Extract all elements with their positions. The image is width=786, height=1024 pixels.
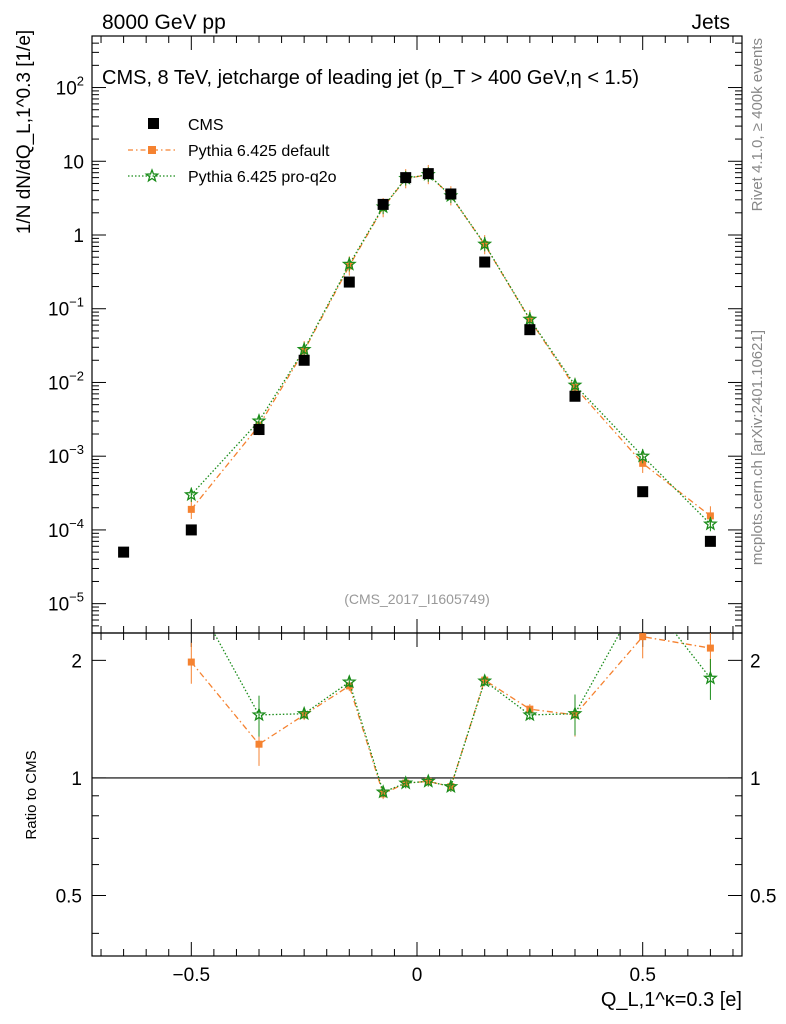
legend: CMS Pythia 6.425 default Pythia 6.425 pr… — [128, 117, 337, 186]
pythia-6-425-default-point — [187, 505, 195, 513]
pythia-6-425-default-ratio-point — [639, 633, 647, 641]
watermark: (CMS_2017_I1605749) — [344, 591, 490, 607]
pythia-6-425-pro-q2o-ratio-point — [637, 586, 648, 597]
y-tick-label: 10−3 — [48, 442, 84, 468]
legend-cms-label: CMS — [188, 117, 224, 134]
pythia-6-425-pro-q2o-ratio-point — [375, 784, 391, 799]
legend-entry-pythia-default: Pythia 6.425 default — [128, 143, 330, 160]
cms-data-point — [422, 168, 434, 180]
legend-entry-pythia-pro-q2o: Pythia 6.425 pro-q2o — [128, 168, 337, 186]
ratio-y-axis-label: Ratio to CMS — [23, 750, 40, 839]
legend-proq2o-marker — [144, 168, 160, 183]
x-tick-label: −0.5 — [173, 965, 211, 986]
x-tick-label: 0 — [412, 965, 423, 986]
y-tick-label: 10−4 — [48, 516, 84, 542]
pythia-6-425-pro-q2o-point — [183, 486, 199, 502]
cms-data-point — [637, 486, 649, 498]
pythia-6-425-pro-q2o-ratio-point — [296, 705, 312, 721]
rivet-label: Rivet 4.1.0, ≥ 400k events — [749, 38, 766, 211]
pythia-6-425-pro-q2o-point — [251, 413, 267, 428]
pythia-6-425-pro-q2o-ratio-point — [477, 673, 493, 688]
pythia-6-425-pro-q2o-ratio-point — [522, 707, 538, 722]
header-left: 8000 GeV pp — [102, 11, 226, 34]
pythia-6-425-default-ratio-point — [187, 658, 195, 666]
cms-data-point — [524, 324, 536, 336]
x-axis-label: Q_L,1^κ=0.3 [e] — [601, 989, 742, 1011]
cms-data-point — [253, 424, 265, 436]
pythia-6-425-pro-q2o-point — [341, 256, 357, 271]
ratio-tick-label-left: 0.5 — [56, 887, 82, 908]
legend-default-marker — [148, 146, 156, 154]
cms-data-point — [343, 276, 355, 288]
legend-proq2o-label: Pythia 6.425 pro-q2o — [188, 169, 337, 186]
pythia-6-425-pro-q2o-ratio-point — [186, 586, 197, 597]
y-tick-label: 10−2 — [48, 368, 84, 394]
legend-entry-cms: CMS — [148, 117, 224, 134]
pythia-6-425-pro-q2o-ratio-point — [341, 674, 357, 689]
pythia-6-425-default-ratio-point — [706, 644, 714, 652]
cms-data-point — [185, 524, 197, 536]
y-tick-label: 1 — [73, 226, 84, 247]
legend-default-label: Pythia 6.425 default — [188, 143, 330, 160]
cms-data-point — [479, 256, 491, 268]
x-tick-label: 0.5 — [629, 965, 655, 986]
ratio-plot-frame — [91, 632, 743, 957]
pythia-6-425-pro-q2o-ratio-point — [251, 707, 267, 722]
cms-data-point — [118, 546, 130, 558]
y-tick-label: 102 — [56, 74, 84, 100]
pythia-6-425-pro-q2o-ratio-line — [213, 633, 711, 793]
pythia-6-425-pro-q2o-ratio-point — [420, 773, 436, 788]
y-tick-label: 10−5 — [48, 590, 84, 616]
ratio-tick-label-left: 1 — [71, 769, 82, 790]
ratio-tick-label-left: 2 — [71, 651, 82, 672]
y-tick-label: 10 — [63, 152, 84, 173]
pythia-6-425-pro-q2o-point — [567, 377, 583, 392]
pythia-6-425-default-point — [706, 512, 714, 520]
plot-title: CMS, 8 TeV, jetcharge of leading jet (p_… — [102, 67, 639, 89]
pythia-6-425-pro-q2o-ratio-point — [443, 778, 459, 793]
mcplots-label: mcplots.cern.ch [arXiv:2401.10621] — [749, 330, 766, 565]
cms-data-point — [704, 535, 716, 547]
pythia-6-425-pro-q2o-line — [190, 173, 711, 525]
cms-data-point — [400, 172, 412, 184]
cms-data-point — [569, 390, 581, 402]
ratio-tick-label-right: 2 — [750, 651, 761, 672]
pythia-6-425-pro-q2o-point — [296, 341, 312, 356]
pythia-6-425-pro-q2o-ratio-point — [702, 670, 718, 685]
cms-data-point — [377, 198, 389, 210]
ratio-tick-label-right: 1 — [750, 769, 761, 790]
pythia-6-425-pro-q2o-ratio-point — [567, 705, 583, 721]
y-tick-label: 10−1 — [48, 295, 84, 321]
pythia-6-425-default-ratio-point — [255, 740, 263, 748]
y-axis-label: 1/N dN/dQ_L,1^0.3 [1/e] — [14, 30, 35, 234]
pythia-6-425-default-line — [190, 173, 711, 517]
ratio-tick-label-right: 0.5 — [750, 887, 776, 908]
header-right: Jets — [691, 11, 730, 34]
pythia-6-425-pro-q2o-ratio-point — [398, 775, 414, 790]
pythia-6-425-pro-q2o-point — [522, 311, 538, 326]
cms-data-point — [298, 354, 310, 366]
pythia-6-425-pro-q2o-point — [477, 236, 493, 251]
cms-data-point — [445, 188, 457, 200]
pythia-6-425-pro-q2o-point — [702, 516, 718, 531]
legend-cms-marker — [148, 118, 159, 129]
pythia-6-425-pro-q2o-point — [635, 448, 651, 463]
